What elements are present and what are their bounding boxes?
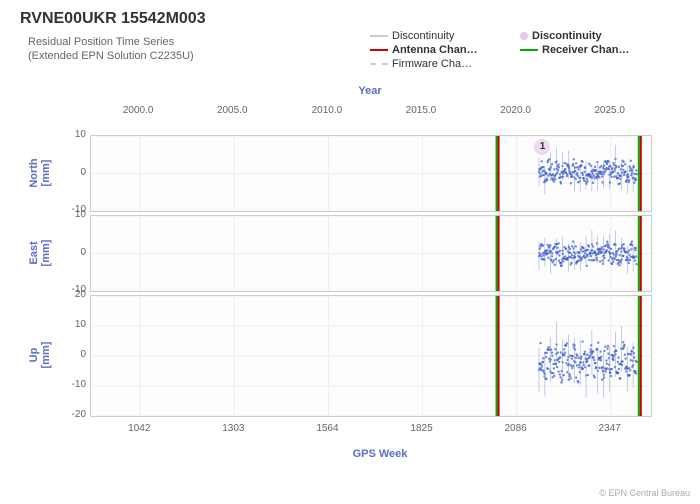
panel-up[interactable]	[90, 295, 652, 417]
y-label-north: North[mm]	[28, 143, 52, 203]
chart-title: RVNE00UKR 15542M003	[20, 10, 206, 28]
legend: DiscontinuityAntenna Chan…Firmware Cha…D…	[370, 30, 690, 72]
legend-item[interactable]: Receiver Chan…	[520, 44, 670, 56]
y-tick: 0	[56, 167, 86, 178]
top-tick: 2015.0	[403, 105, 439, 116]
y-tick: 20	[56, 289, 86, 300]
legend-item[interactable]: Firmware Cha…	[370, 58, 520, 70]
y-tick: -10	[56, 379, 86, 390]
bottom-tick: 1825	[404, 423, 440, 434]
panel-east[interactable]	[90, 215, 652, 292]
top-tick: 2020.0	[498, 105, 534, 116]
top-tick: 2010.0	[309, 105, 345, 116]
legend-item[interactable]: Discontinuity	[520, 30, 670, 42]
legend-item[interactable]: Discontinuity	[370, 30, 520, 42]
top-tick: 2025.0	[592, 105, 628, 116]
bottom-tick: 2086	[498, 423, 534, 434]
panel-north[interactable]	[90, 135, 652, 212]
y-tick: -20	[56, 409, 86, 420]
top-axis-label: Year	[340, 85, 400, 97]
legend-item[interactable]: Antenna Chan…	[370, 44, 520, 56]
subtitle-1: Residual Position Time Series	[28, 36, 174, 48]
bottom-tick: 1303	[215, 423, 251, 434]
bottom-tick: 1042	[121, 423, 157, 434]
subtitle-2: (Extended EPN Solution C2235U)	[28, 50, 194, 62]
bottom-tick: 2347	[592, 423, 628, 434]
y-tick: 10	[56, 319, 86, 330]
y-label-east: East[mm]	[28, 223, 52, 283]
bottom-axis-label: GPS Week	[340, 448, 420, 460]
y-tick: 10	[56, 209, 86, 220]
top-tick: 2000.0	[120, 105, 156, 116]
bottom-tick: 1564	[309, 423, 345, 434]
credit: © EPN Central Bureau	[599, 488, 690, 498]
y-tick: 0	[56, 349, 86, 360]
y-tick: 10	[56, 129, 86, 140]
y-label-up: Up[mm]	[28, 325, 52, 385]
y-tick: 0	[56, 247, 86, 258]
top-tick: 2005.0	[214, 105, 250, 116]
